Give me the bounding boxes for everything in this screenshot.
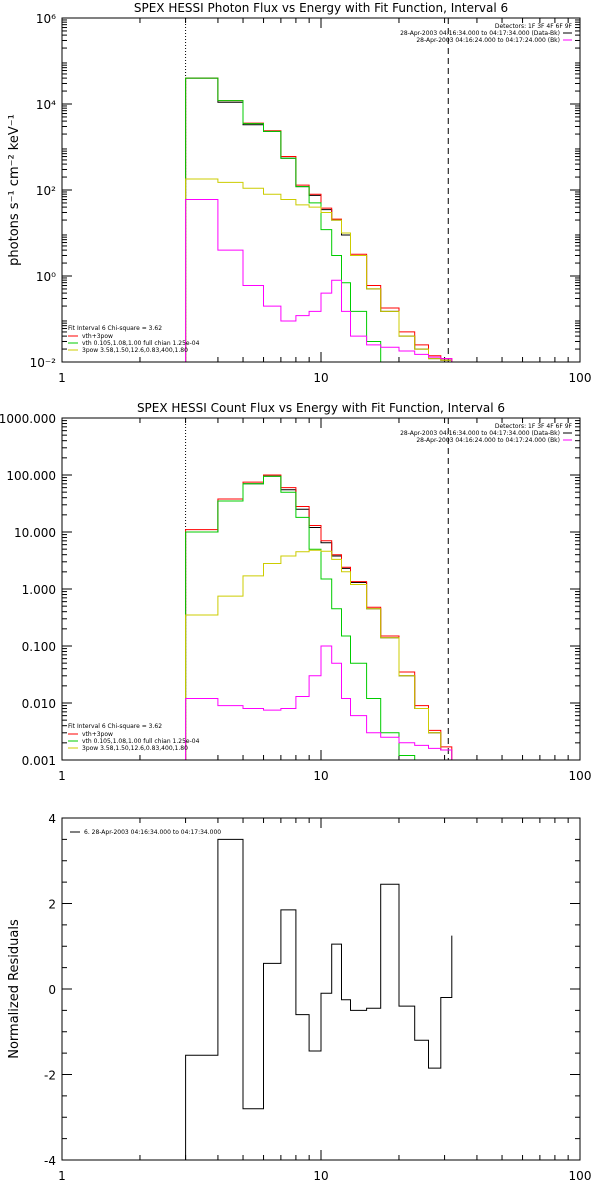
legend-text: 3pow 3.58,1.50,12.6,0.83,400,1.80 — [82, 745, 188, 752]
y-tick-label: 2 — [48, 898, 56, 912]
series-line-4 — [185, 549, 453, 760]
legend-title: Fit Interval 6 Chi-square = 3.62 — [68, 723, 162, 730]
y-tick-label: 100.000 — [6, 469, 56, 483]
legend-bottom-left: Fit Interval 6 Chi-square = 3.62vth+3pow… — [68, 723, 200, 752]
legend-text: 28-Apr-2003 04:16:34.000 to 04:17:34.000… — [400, 30, 560, 37]
x-tick-label: 100 — [569, 1169, 592, 1183]
x-tick-label: 10 — [313, 769, 328, 783]
x-tick-label: 1 — [58, 1169, 66, 1183]
legend-text: 28-Apr-2003 04:16:24.000 to 04:17:24.000… — [416, 437, 560, 444]
series-line-5 — [185, 199, 453, 362]
y-tick-label: 1.000 — [22, 583, 56, 597]
chart-panel-2: SPEX HESSI Count Flux vs Energy with Fit… — [0, 401, 591, 783]
legend-text: vth 0.105,1.08,1.00 full chian 1.25e-04 — [82, 340, 200, 347]
y-axis-label: photons s⁻¹ cm⁻² keV⁻¹ — [7, 114, 22, 266]
series-line-3 — [185, 77, 400, 362]
legend-text: vth 0.105,1.08,1.00 full chian 1.25e-04 — [82, 738, 200, 745]
x-tick-label: 1 — [58, 769, 66, 783]
y-axis-label: Normalized Residuals — [7, 919, 22, 1059]
series-line-5 — [185, 645, 453, 760]
y-tick-label: 1000.000 — [0, 412, 56, 426]
x-tick-label: 100 — [569, 769, 592, 783]
legend-text: 6. 28-Apr-2003 04:16:34.000 to 04:17:34.… — [84, 829, 221, 836]
x-tick-label: 10 — [313, 1169, 328, 1183]
y-tick-label: 10⁻² — [30, 356, 57, 370]
legend-text: vth+3pow — [82, 333, 113, 340]
legend-text: 28-Apr-2003 04:16:34.000 to 04:17:34.000… — [400, 430, 560, 437]
y-tick-label: 10² — [36, 184, 56, 198]
legend-bottom-left: Fit Interval 6 Chi-square = 3.62vth+3pow… — [68, 325, 200, 354]
plot-area — [185, 838, 453, 1160]
y-tick-label: -2 — [44, 1069, 56, 1083]
series-line-1 — [185, 475, 453, 760]
x-tick-label: 10 — [313, 371, 328, 385]
chart-panel-3: 1 10 100 -4 -2 0 2 4 Normalized Residuals 6. 28-A… — [7, 812, 591, 1183]
plot-frame — [61, 817, 581, 1161]
y-tick-label: -4 — [44, 1154, 56, 1168]
legend-text: 28-Apr-2003 04:16:24.000 to 04:17:24.000… — [416, 37, 560, 44]
series-line-3 — [185, 475, 416, 760]
legend-text: Detectors: 1F 3F 4F 6F 9F — [495, 423, 573, 430]
plot-frame — [61, 417, 581, 761]
plot-area — [185, 474, 453, 760]
legend-text: 3pow 3.58,1.50,12.6,0.83,400,1.80 — [82, 347, 188, 354]
legend-top-left: 6. 28-Apr-2003 04:16:34.000 to 04:17:34.… — [70, 829, 221, 836]
chart-title: SPEX HESSI Count Flux vs Energy with Fit… — [137, 401, 505, 415]
y-tick-label: 10⁶ — [36, 12, 56, 26]
y-tick-label: 0.001 — [22, 754, 56, 768]
x-tick-label: 1 — [58, 371, 66, 385]
y-tick-label: 4 — [48, 812, 56, 826]
y-tick-label: 0 — [48, 983, 56, 997]
x-tick-label: 100 — [569, 371, 592, 385]
y-tick-label: 10⁴ — [36, 98, 56, 112]
plot-frame — [61, 17, 581, 363]
y-tick-label: 0.100 — [22, 640, 56, 654]
chart-title: SPEX HESSI Photon Flux vs Energy with Fi… — [134, 1, 508, 15]
legend-text: vth+3pow — [82, 731, 113, 738]
y-tick-label: 0.010 — [22, 697, 56, 711]
legend-text: Detectors: 1F 3F 4F 6F 9F — [495, 23, 573, 30]
y-tick-label: 10.000 — [14, 526, 56, 540]
series-line-4 — [185, 178, 453, 362]
series-line-1 — [185, 838, 453, 1160]
series-line-2 — [185, 474, 453, 760]
chart-panel-1: SPEX HESSI Photon Flux vs Energy with Fi… — [7, 1, 591, 385]
plot-area — [185, 77, 453, 362]
legend-title: Fit Interval 6 Chi-square = 3.62 — [68, 325, 162, 332]
y-tick-label: 10⁰ — [36, 270, 56, 284]
